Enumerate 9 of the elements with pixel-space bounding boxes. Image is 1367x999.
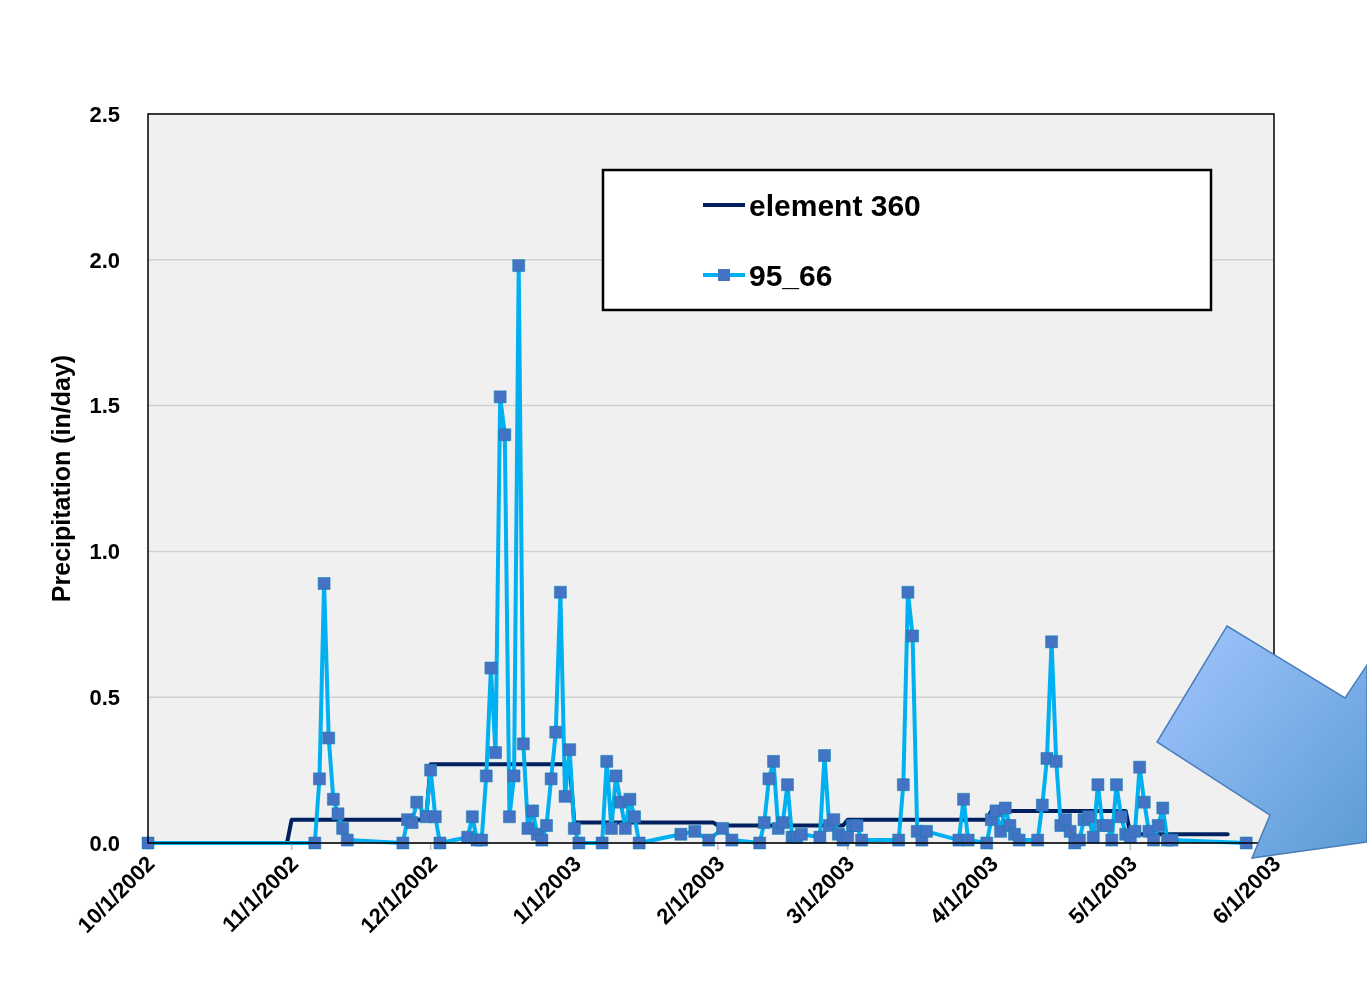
y-tick-label: 1.0 bbox=[89, 539, 120, 565]
y-tick-label: 1.5 bbox=[89, 393, 120, 419]
y-tick-label: 2.5 bbox=[89, 101, 120, 127]
legend-label: 95_66 bbox=[749, 258, 833, 292]
y-tick-label: 0.5 bbox=[89, 684, 120, 710]
y-tick-label: 0.0 bbox=[89, 830, 120, 856]
y-tick-label: 2.0 bbox=[89, 247, 120, 273]
y-axis-title: Precipitation (in/day) bbox=[47, 354, 75, 603]
legend-label: element 360 bbox=[749, 188, 921, 222]
